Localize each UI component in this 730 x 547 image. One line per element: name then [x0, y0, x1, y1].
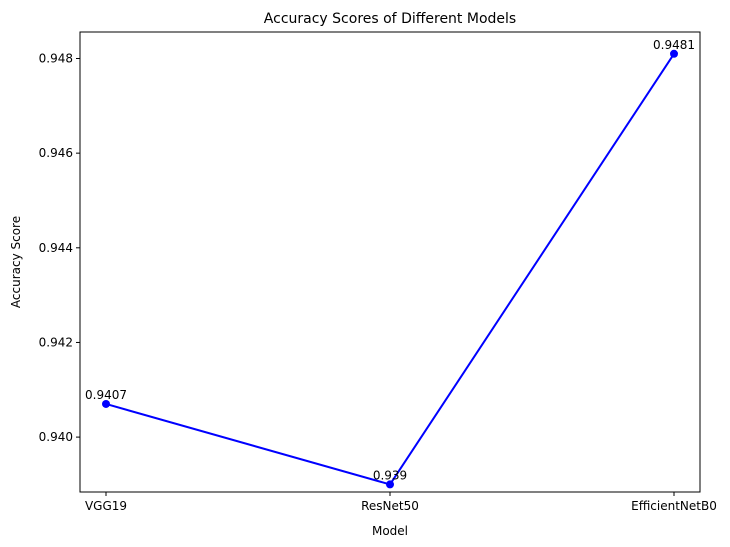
data-label: 0.939 [373, 468, 407, 482]
data-point [670, 49, 678, 58]
data-label: 0.9407 [85, 388, 127, 402]
y-tick-label: 0.942 [39, 335, 73, 349]
data-point [386, 480, 394, 489]
x-axis-label: Model [372, 524, 408, 538]
y-tick-label: 0.948 [39, 52, 73, 66]
chart-title: Accuracy Scores of Different Models [264, 11, 516, 27]
data-label: 0.9481 [653, 38, 695, 52]
y-axis-ticks: 0.940 0.942 0.944 0.946 0.948 [39, 52, 80, 444]
y-tick-label: 0.944 [39, 241, 73, 255]
y-tick-label: 0.940 [39, 430, 73, 444]
data-point [102, 399, 110, 408]
x-tick-label: VGG19 [85, 499, 127, 513]
x-tick-label: EfficientNetB0 [631, 499, 717, 513]
x-axis-ticks: VGG19 ResNet50 EfficientNetB0 [85, 492, 717, 513]
x-tick-label: ResNet50 [361, 499, 419, 513]
y-axis-label: Accuracy Score [9, 216, 23, 308]
y-tick-label: 0.946 [39, 146, 73, 160]
series-group: 0.9407 0.939 0.9481 [85, 38, 695, 489]
series-line [105, 53, 675, 486]
